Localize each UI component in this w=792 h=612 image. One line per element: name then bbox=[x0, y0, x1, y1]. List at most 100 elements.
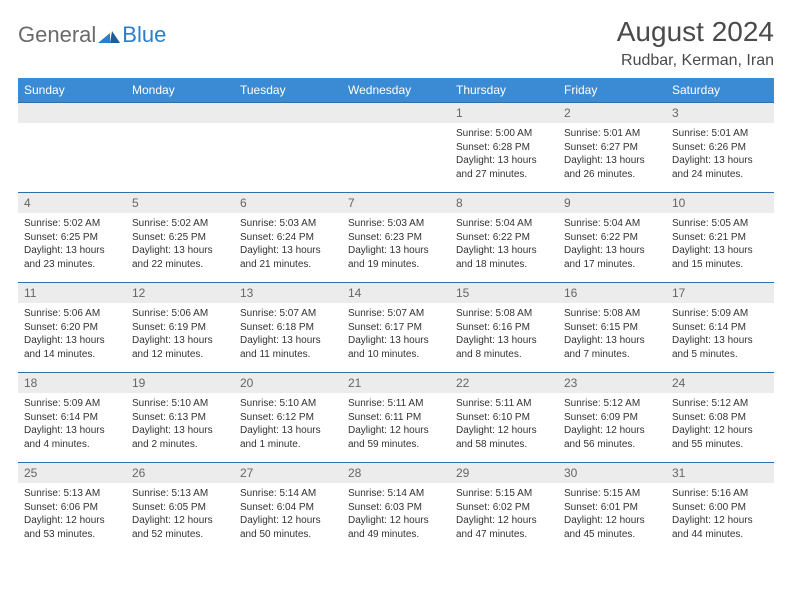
calendar-day-cell: 20Sunrise: 5:10 AMSunset: 6:12 PMDayligh… bbox=[234, 373, 342, 463]
calendar-week-row: 18Sunrise: 5:09 AMSunset: 6:14 PMDayligh… bbox=[18, 373, 774, 463]
title-block: August 2024 Rudbar, Kerman, Iran bbox=[617, 16, 774, 70]
day-number: 9 bbox=[558, 193, 666, 213]
daylight-text: Daylight: 12 hours and 53 minutes. bbox=[24, 514, 120, 541]
day-number: 7 bbox=[342, 193, 450, 213]
daylight-text: Daylight: 13 hours and 18 minutes. bbox=[456, 244, 552, 271]
day-number bbox=[234, 103, 342, 123]
calendar-header-row: SundayMondayTuesdayWednesdayThursdayFrid… bbox=[18, 78, 774, 103]
day-details: Sunrise: 5:03 AMSunset: 6:24 PMDaylight:… bbox=[234, 213, 342, 277]
sunset-text: Sunset: 6:20 PM bbox=[24, 321, 120, 335]
day-number: 15 bbox=[450, 283, 558, 303]
sunset-text: Sunset: 6:10 PM bbox=[456, 411, 552, 425]
daylight-text: Daylight: 12 hours and 47 minutes. bbox=[456, 514, 552, 541]
day-number: 3 bbox=[666, 103, 774, 123]
weekday-header: Wednesday bbox=[342, 78, 450, 103]
daylight-text: Daylight: 13 hours and 17 minutes. bbox=[564, 244, 660, 271]
calendar-day-cell: 15Sunrise: 5:08 AMSunset: 6:16 PMDayligh… bbox=[450, 283, 558, 373]
day-number: 24 bbox=[666, 373, 774, 393]
sunset-text: Sunset: 6:22 PM bbox=[564, 231, 660, 245]
sunset-text: Sunset: 6:17 PM bbox=[348, 321, 444, 335]
day-number: 6 bbox=[234, 193, 342, 213]
sunset-text: Sunset: 6:25 PM bbox=[132, 231, 228, 245]
header: General Blue August 2024 Rudbar, Kerman,… bbox=[18, 16, 774, 70]
calendar-week-row: 1Sunrise: 5:00 AMSunset: 6:28 PMDaylight… bbox=[18, 103, 774, 193]
sunrise-text: Sunrise: 5:15 AM bbox=[564, 487, 660, 501]
logo-mark-icon bbox=[98, 27, 120, 43]
sunset-text: Sunset: 6:08 PM bbox=[672, 411, 768, 425]
day-details: Sunrise: 5:05 AMSunset: 6:21 PMDaylight:… bbox=[666, 213, 774, 277]
daylight-text: Daylight: 12 hours and 56 minutes. bbox=[564, 424, 660, 451]
calendar-day-cell: 6Sunrise: 5:03 AMSunset: 6:24 PMDaylight… bbox=[234, 193, 342, 283]
sunrise-text: Sunrise: 5:10 AM bbox=[240, 397, 336, 411]
day-number: 17 bbox=[666, 283, 774, 303]
calendar-day-cell bbox=[234, 103, 342, 193]
sunrise-text: Sunrise: 5:07 AM bbox=[240, 307, 336, 321]
daylight-text: Daylight: 13 hours and 12 minutes. bbox=[132, 334, 228, 361]
sunrise-text: Sunrise: 5:15 AM bbox=[456, 487, 552, 501]
day-number bbox=[18, 103, 126, 123]
calendar-week-row: 25Sunrise: 5:13 AMSunset: 6:06 PMDayligh… bbox=[18, 463, 774, 553]
sunrise-text: Sunrise: 5:08 AM bbox=[564, 307, 660, 321]
sunrise-text: Sunrise: 5:16 AM bbox=[672, 487, 768, 501]
day-details: Sunrise: 5:07 AMSunset: 6:18 PMDaylight:… bbox=[234, 303, 342, 367]
calendar-day-cell: 26Sunrise: 5:13 AMSunset: 6:05 PMDayligh… bbox=[126, 463, 234, 553]
day-number: 20 bbox=[234, 373, 342, 393]
calendar-day-cell bbox=[126, 103, 234, 193]
day-details: Sunrise: 5:15 AMSunset: 6:02 PMDaylight:… bbox=[450, 483, 558, 547]
sunset-text: Sunset: 6:12 PM bbox=[240, 411, 336, 425]
daylight-text: Daylight: 12 hours and 45 minutes. bbox=[564, 514, 660, 541]
sunrise-text: Sunrise: 5:05 AM bbox=[672, 217, 768, 231]
sunset-text: Sunset: 6:26 PM bbox=[672, 141, 768, 155]
daylight-text: Daylight: 13 hours and 7 minutes. bbox=[564, 334, 660, 361]
sunset-text: Sunset: 6:28 PM bbox=[456, 141, 552, 155]
day-details: Sunrise: 5:03 AMSunset: 6:23 PMDaylight:… bbox=[342, 213, 450, 277]
day-details: Sunrise: 5:06 AMSunset: 6:19 PMDaylight:… bbox=[126, 303, 234, 367]
sunrise-text: Sunrise: 5:04 AM bbox=[564, 217, 660, 231]
day-details: Sunrise: 5:14 AMSunset: 6:03 PMDaylight:… bbox=[342, 483, 450, 547]
day-details: Sunrise: 5:12 AMSunset: 6:08 PMDaylight:… bbox=[666, 393, 774, 457]
day-details: Sunrise: 5:14 AMSunset: 6:04 PMDaylight:… bbox=[234, 483, 342, 547]
sunset-text: Sunset: 6:19 PM bbox=[132, 321, 228, 335]
daylight-text: Daylight: 12 hours and 58 minutes. bbox=[456, 424, 552, 451]
calendar-day-cell: 25Sunrise: 5:13 AMSunset: 6:06 PMDayligh… bbox=[18, 463, 126, 553]
day-number bbox=[126, 103, 234, 123]
day-details: Sunrise: 5:13 AMSunset: 6:06 PMDaylight:… bbox=[18, 483, 126, 547]
sunset-text: Sunset: 6:09 PM bbox=[564, 411, 660, 425]
day-number: 23 bbox=[558, 373, 666, 393]
daylight-text: Daylight: 13 hours and 22 minutes. bbox=[132, 244, 228, 271]
calendar-day-cell: 31Sunrise: 5:16 AMSunset: 6:00 PMDayligh… bbox=[666, 463, 774, 553]
sunset-text: Sunset: 6:05 PM bbox=[132, 501, 228, 515]
sunrise-text: Sunrise: 5:12 AM bbox=[564, 397, 660, 411]
day-details: Sunrise: 5:08 AMSunset: 6:15 PMDaylight:… bbox=[558, 303, 666, 367]
location: Rudbar, Kerman, Iran bbox=[617, 52, 774, 70]
day-number: 31 bbox=[666, 463, 774, 483]
calendar-day-cell: 28Sunrise: 5:14 AMSunset: 6:03 PMDayligh… bbox=[342, 463, 450, 553]
sunrise-text: Sunrise: 5:08 AM bbox=[456, 307, 552, 321]
daylight-text: Daylight: 12 hours and 49 minutes. bbox=[348, 514, 444, 541]
day-details: Sunrise: 5:02 AMSunset: 6:25 PMDaylight:… bbox=[126, 213, 234, 277]
sunset-text: Sunset: 6:24 PM bbox=[240, 231, 336, 245]
day-details: Sunrise: 5:12 AMSunset: 6:09 PMDaylight:… bbox=[558, 393, 666, 457]
daylight-text: Daylight: 13 hours and 27 minutes. bbox=[456, 154, 552, 181]
sunset-text: Sunset: 6:21 PM bbox=[672, 231, 768, 245]
calendar-day-cell: 13Sunrise: 5:07 AMSunset: 6:18 PMDayligh… bbox=[234, 283, 342, 373]
sunrise-text: Sunrise: 5:03 AM bbox=[240, 217, 336, 231]
weekday-header: Saturday bbox=[666, 78, 774, 103]
calendar-day-cell: 29Sunrise: 5:15 AMSunset: 6:02 PMDayligh… bbox=[450, 463, 558, 553]
calendar-day-cell: 14Sunrise: 5:07 AMSunset: 6:17 PMDayligh… bbox=[342, 283, 450, 373]
sunset-text: Sunset: 6:14 PM bbox=[24, 411, 120, 425]
day-number: 11 bbox=[18, 283, 126, 303]
month-title: August 2024 bbox=[617, 16, 774, 48]
sunrise-text: Sunrise: 5:13 AM bbox=[24, 487, 120, 501]
calendar-table: SundayMondayTuesdayWednesdayThursdayFrid… bbox=[18, 78, 774, 553]
sunset-text: Sunset: 6:13 PM bbox=[132, 411, 228, 425]
sunrise-text: Sunrise: 5:06 AM bbox=[24, 307, 120, 321]
sunset-text: Sunset: 6:14 PM bbox=[672, 321, 768, 335]
sunrise-text: Sunrise: 5:01 AM bbox=[564, 127, 660, 141]
day-details: Sunrise: 5:10 AMSunset: 6:12 PMDaylight:… bbox=[234, 393, 342, 457]
sunrise-text: Sunrise: 5:13 AM bbox=[132, 487, 228, 501]
sunset-text: Sunset: 6:00 PM bbox=[672, 501, 768, 515]
daylight-text: Daylight: 13 hours and 2 minutes. bbox=[132, 424, 228, 451]
calendar-day-cell: 30Sunrise: 5:15 AMSunset: 6:01 PMDayligh… bbox=[558, 463, 666, 553]
daylight-text: Daylight: 13 hours and 14 minutes. bbox=[24, 334, 120, 361]
